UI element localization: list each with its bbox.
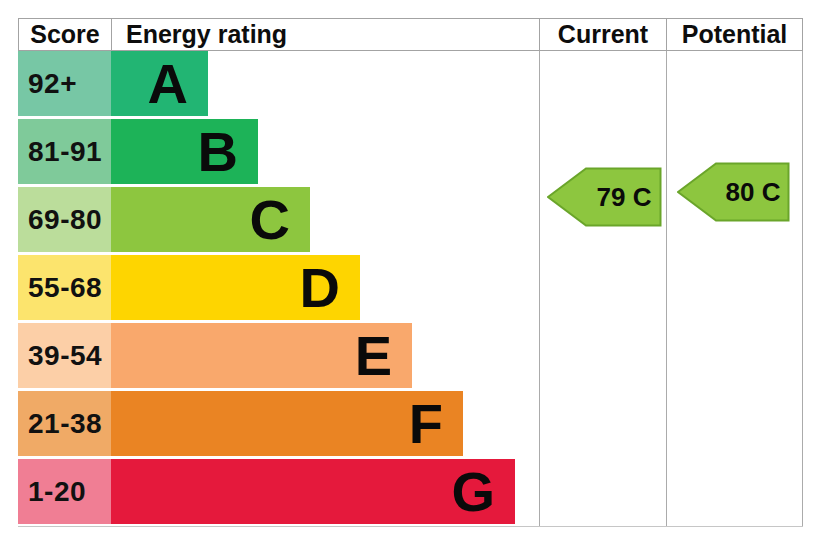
rating-letter-d: D xyxy=(300,255,340,320)
header-potential: Potential xyxy=(666,18,803,51)
score-cell-c: 69-80 xyxy=(18,187,111,252)
table-right-border xyxy=(802,51,803,527)
rating-row-d: 55-68 D xyxy=(18,255,518,323)
divider-current-potential xyxy=(666,51,667,527)
rating-letter-g: G xyxy=(451,459,495,524)
score-cell-g: 1-20 xyxy=(18,459,111,524)
current-value-label: 79 C xyxy=(586,167,662,227)
rating-letter-e: E xyxy=(355,323,392,388)
divider-energy-current xyxy=(539,51,540,527)
current-rating-arrow: 79 C xyxy=(547,167,662,227)
score-cell-e: 39-54 xyxy=(18,323,111,388)
epc-energy-rating-chart: Score Energy rating Current Potential 92… xyxy=(0,0,820,547)
potential-value-label: 80 C xyxy=(716,162,790,222)
rating-bar-c: C xyxy=(111,187,310,252)
rating-bar-b: B xyxy=(111,119,258,184)
header-energy-rating: Energy rating xyxy=(111,18,540,51)
rating-letter-a: A xyxy=(148,51,188,116)
score-cell-f: 21-38 xyxy=(18,391,111,456)
rating-row-b: 81-91 B xyxy=(18,119,518,187)
rating-bar-d: D xyxy=(111,255,360,320)
rating-row-a: 92+ A xyxy=(18,51,518,119)
score-cell-b: 81-91 xyxy=(18,119,111,184)
rating-row-e: 39-54 E xyxy=(18,323,518,391)
potential-rating-arrow: 80 C xyxy=(677,162,790,222)
rating-bar-e: E xyxy=(111,323,412,388)
rating-letter-b: B xyxy=(198,119,238,184)
rating-letter-f: F xyxy=(409,391,443,456)
rating-row-g: 1-20 G xyxy=(18,459,518,527)
rating-row-f: 21-38 F xyxy=(18,391,518,459)
score-cell-a: 92+ xyxy=(18,51,111,116)
header-score: Score xyxy=(18,18,112,51)
rating-bar-g: G xyxy=(111,459,515,524)
epc-rows: 92+ A 81-91 B 69-80 C 55-68 D 39-54 E 21-38 F 1-20 G xyxy=(18,51,518,527)
rating-bar-a: A xyxy=(111,51,208,116)
rating-letter-c: C xyxy=(250,187,290,252)
rating-row-c: 69-80 C xyxy=(18,187,518,255)
header-current: Current xyxy=(539,18,667,51)
score-cell-d: 55-68 xyxy=(18,255,111,320)
rating-bar-f: F xyxy=(111,391,463,456)
